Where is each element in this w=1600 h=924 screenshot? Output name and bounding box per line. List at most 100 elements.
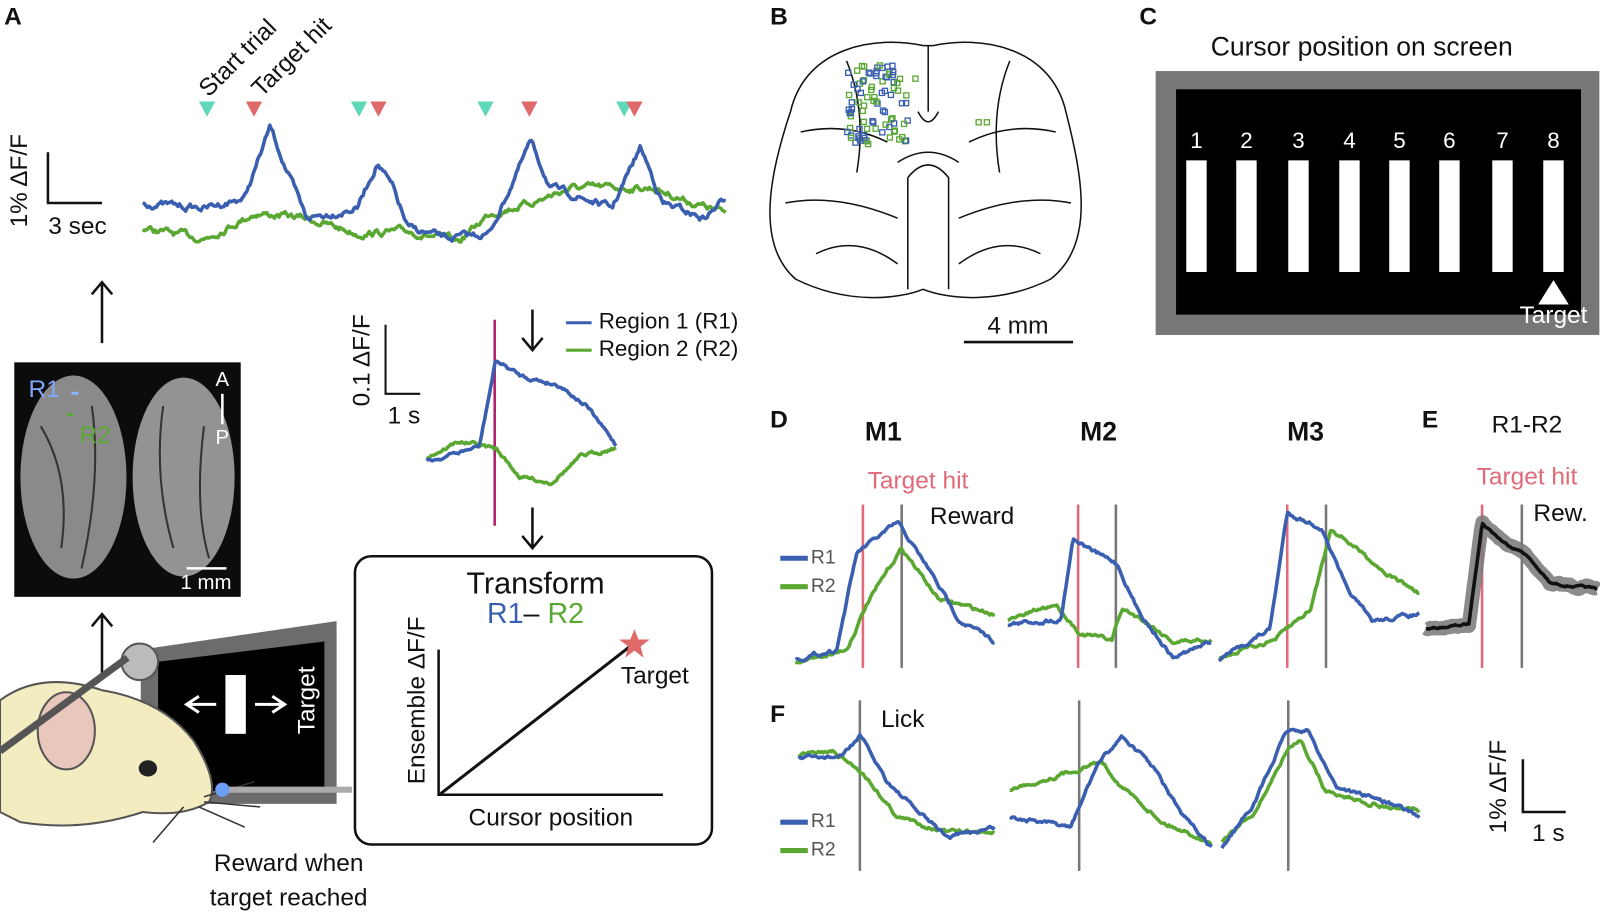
position-bar [1288,160,1309,273]
event-marker [521,101,538,117]
target-star [619,629,650,658]
roi [67,413,74,417]
roi-square [854,85,861,93]
head-bar [0,654,130,754]
roi-square [868,86,875,94]
roi-square [870,119,877,126]
scale-label: 1 mm [181,572,232,594]
scale-label: 4 mm [987,312,1048,339]
event-marker [370,101,387,117]
position-bar [1492,160,1513,273]
event-marker [245,101,263,117]
roi-square [844,128,851,136]
legend-label: Region 1 (R1) [599,309,739,334]
roi-square [891,128,898,135]
event-label: Target hit [1477,464,1578,491]
legend-label: R1 [811,811,836,832]
vessels [39,405,211,569]
roi-square [865,69,872,76]
roi-square [876,62,883,69]
roi-square [890,120,898,127]
scale-label: 1 s [1532,820,1565,847]
reward-label: target reached [210,885,368,912]
transform-title: Transform [466,567,604,601]
traces [141,123,1600,871]
event-marker [198,101,216,117]
roi-square [884,63,891,70]
scale-label: 0.1 ΔF/F [349,314,376,406]
roi-square [847,109,855,116]
trace [794,519,995,663]
roi-square [847,134,855,142]
trace [1425,521,1598,631]
roi-square [886,134,894,141]
panel-title: R1-R2 [1492,412,1563,439]
panel-title: Cursor position on screen [1211,32,1513,62]
roi-square [860,131,868,139]
axis-label: A [216,369,230,391]
roi-square [889,71,896,79]
roi-square [860,102,868,109]
roi-square [898,100,906,107]
position-bar [1389,160,1410,273]
cortex-outline [769,41,1082,299]
event-label: Lick [881,706,925,733]
scale-label: 1% ΔF/F [1485,740,1512,833]
panel-letter: C [1139,4,1157,31]
event-marker [350,101,368,117]
scale-label: 1% ΔF/F [6,134,33,227]
trace [794,546,996,665]
roi-square [855,99,862,106]
position-bar [1439,160,1460,273]
mouse-label: M1 [865,416,902,446]
mouse-eye [138,760,158,777]
roi-label: R2 [80,422,111,449]
roi-square [859,78,867,85]
trace [141,123,726,243]
x-axis-label: Cursor position [469,805,634,832]
roi-square [867,70,874,77]
position-bar [1236,160,1257,273]
trace [141,180,727,244]
roi-square [899,134,906,141]
transform-box [353,554,714,846]
arrows [90,280,544,675]
transform-line [439,643,634,795]
roi-square [890,84,898,92]
position-bar [1339,160,1360,273]
trace [426,440,617,487]
y-axis-label: Ensemble ΔF/F [404,616,431,784]
transform-formula: R1– R2 [487,598,584,630]
target-label: Target [621,662,689,689]
formula-r2: R2 [548,598,585,630]
roi-square [869,117,876,125]
scale-label: 3 sec [48,213,106,240]
roi-square [860,76,867,84]
mouse-label: M3 [1287,416,1324,446]
target-label: Target [1519,302,1587,329]
roi-square [975,119,982,126]
cursor-arrows [183,695,288,714]
panel-letter: E [1422,407,1438,434]
roi-square [856,125,863,133]
roi-square [858,62,866,70]
position-label: 4 [1343,128,1355,153]
roi-square [881,87,889,95]
roi-square [902,137,910,144]
roi-square [912,75,919,82]
panel-letter: F [770,701,785,728]
cursor [225,674,246,734]
scale-label: 1 s [388,403,421,430]
trace [1217,510,1420,663]
roi-square [983,119,991,126]
roi-square [903,92,910,99]
roi-square [879,107,887,114]
reward-drop [215,782,230,797]
roi-square [889,62,896,69]
event-markers [198,101,643,117]
roi-square [864,93,871,101]
trace [425,359,618,463]
roi-squares [844,62,991,148]
